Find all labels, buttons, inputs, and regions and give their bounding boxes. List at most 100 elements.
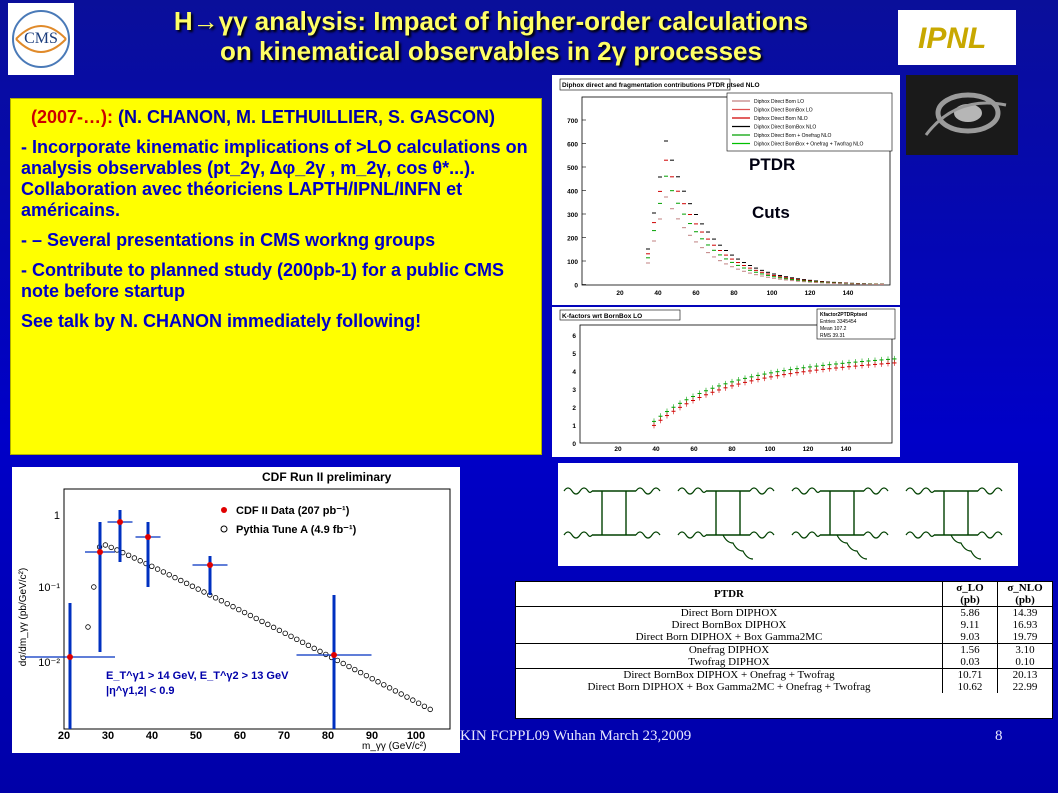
table-row: Direct BornBox DIPHOX + Onefrag + Twofra… [516, 668, 1052, 681]
kfactor-stats-line: Entries 3345454 [820, 319, 857, 325]
bullet-study: - Contribute to planned study (200pb-1) … [21, 260, 505, 301]
top-xtick-label: 20 [616, 290, 624, 297]
top-plot-title: Diphox direct and fragmentation contribu… [562, 82, 760, 89]
diphox-histogram: Diphox direct and fragmentation contribu… [552, 75, 900, 305]
cdf-legend-data-marker [221, 507, 227, 513]
table-cell-process: Onefrag DIPHOX [516, 643, 943, 656]
kfactor-histogram: K-factors wrt BornBox LO Kfactor2PTDRpts… [552, 307, 900, 457]
cdf-xtick-label: 80 [322, 730, 334, 742]
cdf-xtick-label: 30 [102, 730, 114, 742]
top-legend-entry: Diphox Direct Born NLO [754, 116, 808, 122]
cdf-mc-point [230, 603, 236, 610]
table-cell-process: Direct BornBox DIPHOX + Onefrag + Twofra… [516, 668, 943, 681]
people-years: (2007-…): [31, 107, 114, 127]
cdf-mc-point [276, 627, 283, 634]
cdf-mc-point [311, 645, 317, 652]
cms-logo: CMS [8, 3, 74, 75]
cdf-mc-point [415, 700, 422, 706]
cdf-plot-title: CDF Run II preliminary [262, 470, 392, 484]
table-cell-lo: 10.62 [942, 681, 998, 693]
title-line-2: on kinematical observables in 2γ process… [220, 36, 762, 66]
top-ytick-label: 500 [567, 165, 578, 172]
kfactor-stats-line: RMS 39.31 [820, 333, 845, 339]
table-cell-process: Direct Born DIPHOX [516, 606, 943, 619]
cdf-ytick-label: 10⁻² [38, 657, 60, 669]
people-names: (N. CHANON, M. LETHUILLIER, S. GASCON) [113, 107, 496, 127]
table-header-ptdr: PTDR [516, 582, 943, 607]
cdf-mc-point [154, 566, 161, 572]
cdf-mc-point [375, 679, 381, 685]
cdf-mc-point [102, 542, 109, 548]
bottom-plot-title: K-factors wrt BornBox LO [562, 313, 642, 320]
top-ytick-label: 100 [567, 259, 578, 266]
cdf-mc-point [189, 583, 196, 589]
cdf-xtick-label: 50 [190, 730, 202, 742]
table-cell-nlo: 22.99 [997, 681, 1052, 693]
top-legend-entry: Diphox Direct Born + Onefrag NLO [754, 133, 832, 139]
cdf-mc-point [334, 657, 341, 664]
bottom-ytick-label: 0 [572, 441, 576, 448]
kfactor-stats-box [816, 308, 896, 340]
top-legend-entry: Diphox Direct BornBox NLO [754, 125, 816, 131]
people-line: (2007-…): (N. CHANON, M. LETHUILLIER, S.… [21, 107, 531, 128]
table-cell-nlo: 19.79 [997, 631, 1052, 644]
cdf-mc-point [218, 598, 225, 604]
table-row: Direct Born DIPHOX 5.86 14.39 [516, 606, 1052, 619]
bottom-ytick-label: 4 [572, 369, 576, 376]
top-legend-entry: Diphox Direct BornBox LO [754, 108, 813, 114]
bottom-xtick-label: 20 [614, 446, 622, 453]
table-row: Direct BornBox DIPHOX 9.11 16.93 [516, 619, 1052, 631]
top-legend-entry: Diphox Direct BornBox + Onefrag + Twofra… [754, 142, 864, 148]
bullet-kinematics: - Incorporate kinematic implications of … [21, 137, 528, 220]
table-cell-lo: 9.11 [942, 619, 998, 631]
ipnl-logo: IPNL [898, 10, 1016, 65]
cdf-mc-point [398, 691, 404, 697]
feynman-diagram [905, 487, 1003, 560]
bottom-xtick-label: 140 [841, 446, 852, 453]
table-cell-nlo: 20.13 [997, 668, 1052, 681]
top-ytick-label: 300 [567, 212, 578, 219]
table-cell-process: Direct Born DIPHOX + Box Gamma2MC [635, 631, 823, 643]
cdf-mc-point [224, 600, 230, 607]
cdf-mc-point [299, 639, 306, 646]
cdf-mc-point [178, 577, 184, 584]
feynman-diagram [791, 487, 889, 560]
table-cell-lo: 1.56 [942, 643, 998, 656]
cdf-mc-point [323, 651, 329, 658]
bottom-xtick-label: 40 [652, 446, 660, 453]
table-cell-process: Direct Born DIPHOX + Box Gamma2MC + Onef… [587, 681, 871, 693]
top-xtick-label: 60 [692, 290, 700, 297]
cdf-mc-point [236, 606, 242, 613]
cdf-mc-point [241, 609, 248, 616]
feynman-diagrams [558, 463, 1018, 566]
table-cell-nlo: 16.93 [997, 619, 1052, 631]
top-xtick-label: 80 [730, 290, 738, 297]
galaxy-image [906, 75, 1018, 155]
table-cell-nlo: 0.10 [997, 656, 1052, 669]
table-cell-lo: 5.86 [942, 606, 998, 619]
bullet-talk: See talk by N. CHANON immediately follow… [21, 311, 422, 331]
top-xtick-label: 100 [767, 290, 778, 297]
cdf-mc-point [410, 697, 416, 703]
table-cell-process: Twofrag DIPHOX [688, 656, 770, 668]
cdf-mc-point [392, 688, 399, 694]
bottom-xtick-label: 100 [765, 446, 776, 453]
cdf-mc-point [149, 563, 155, 570]
cdf-mc-point [270, 624, 277, 631]
table-cell-process: Direct BornBox DIPHOX [671, 619, 787, 631]
cdf-xtick-label: 20 [58, 730, 70, 742]
bottom-xtick-label: 60 [690, 446, 698, 453]
cdf-legend-mc-marker [220, 525, 228, 533]
cdf-mc-point [160, 569, 167, 575]
cdf-mc-point [363, 672, 370, 679]
cdf-cut-energy: E_T^γ1 > 14 GeV, E_T^γ2 > 13 GeV [106, 670, 289, 682]
title-line-1: H→γγ analysis: Impact of higher-order ca… [173, 6, 809, 36]
top-legend-entry: Diphox Direct Born LO [754, 99, 804, 105]
bottom-ytick-label: 1 [572, 423, 576, 430]
top-ytick-label: 0 [574, 283, 578, 290]
cdf-mc-point [172, 574, 178, 581]
cdf-mc-point [265, 621, 271, 628]
cdf-mc-point [288, 633, 294, 640]
top-ytick-label: 400 [567, 189, 578, 196]
